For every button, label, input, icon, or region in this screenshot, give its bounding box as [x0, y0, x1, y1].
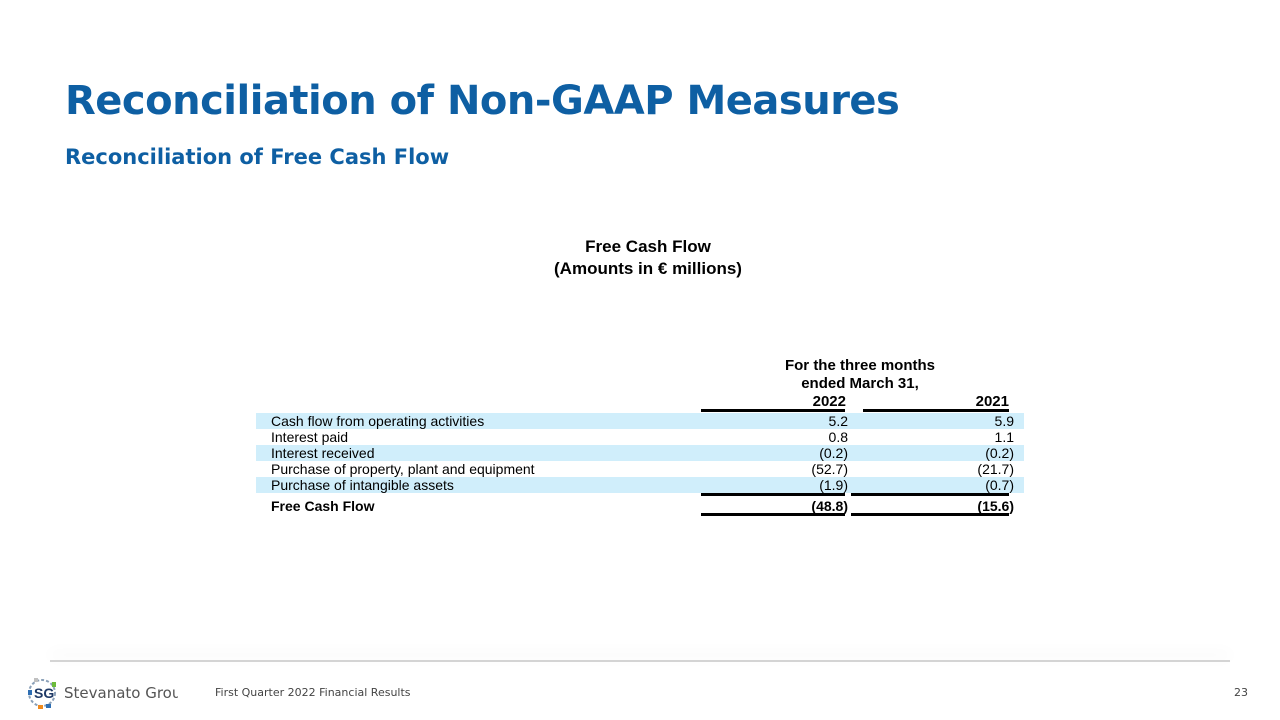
column-header-2021: 2021 [975, 393, 1009, 410]
table-row: Interest paid 0.8 1.1 [256, 429, 1024, 445]
page-subtitle: Reconciliation of Free Cash Flow [65, 145, 450, 169]
total-rule-2021 [851, 513, 1009, 516]
value-2022: 5.2 [828, 413, 848, 429]
value-2022: (52.7) [811, 461, 848, 477]
column-group-header-period: ended March 31, [801, 375, 919, 392]
value-2022: (0.2) [819, 445, 848, 461]
row-label: Cash flow from operating activities [271, 413, 485, 429]
value-2021: (21.7) [977, 461, 1014, 477]
table-title: Free Cash Flow [585, 237, 711, 256]
gear-logo-icon [28, 678, 56, 709]
column-group-header: For the three months [784, 357, 935, 374]
total-row: Free Cash Flow (48.8) (15.6) [256, 498, 1024, 514]
subtotal-rule-2022 [701, 493, 845, 496]
table-row: Interest received (0.2) (0.2) [256, 445, 1024, 461]
value-2021: (0.7) [985, 477, 1014, 493]
total-value-2022: (48.8) [811, 498, 848, 514]
logo-letters: SG [34, 685, 54, 701]
column-header-2022: 2022 [812, 393, 846, 410]
company-name: Stevanato Group [64, 684, 178, 702]
total-label: Free Cash Flow [271, 498, 375, 514]
table-units: (Amounts in € millions) [554, 259, 742, 278]
table-row: Purchase of property, plant and equipmen… [256, 461, 1024, 477]
row-label: Purchase of property, plant and equipmen… [271, 461, 535, 477]
subtotal-rule-2021 [851, 493, 1009, 496]
value-2022: 0.8 [828, 429, 848, 445]
row-label: Interest received [271, 445, 375, 461]
table-row: Cash flow from operating activities 5.2 … [256, 413, 1024, 429]
value-2021: (0.2) [985, 445, 1014, 461]
total-value-2021: (15.6) [977, 498, 1014, 514]
row-label: Interest paid [271, 429, 349, 445]
page-title: Reconciliation of Non-GAAP Measures [65, 78, 900, 124]
row-label: Purchase of intangible assets [271, 477, 454, 493]
footer-report-title: First Quarter 2022 Financial Results [215, 686, 411, 699]
footer-divider [50, 660, 1230, 662]
value-2021: 1.1 [994, 429, 1014, 445]
table-row: Purchase of intangible assets (1.9) (0.7… [256, 477, 1024, 493]
total-rule-2022 [701, 513, 845, 516]
company-logo: SG Stevanato Group [28, 678, 178, 709]
value-2022: (1.9) [819, 477, 848, 493]
header-rule-2022 [701, 409, 845, 412]
page-number: 23 [1234, 686, 1248, 699]
header-rule-2021 [863, 409, 1009, 412]
value-2021: 5.9 [994, 413, 1014, 429]
